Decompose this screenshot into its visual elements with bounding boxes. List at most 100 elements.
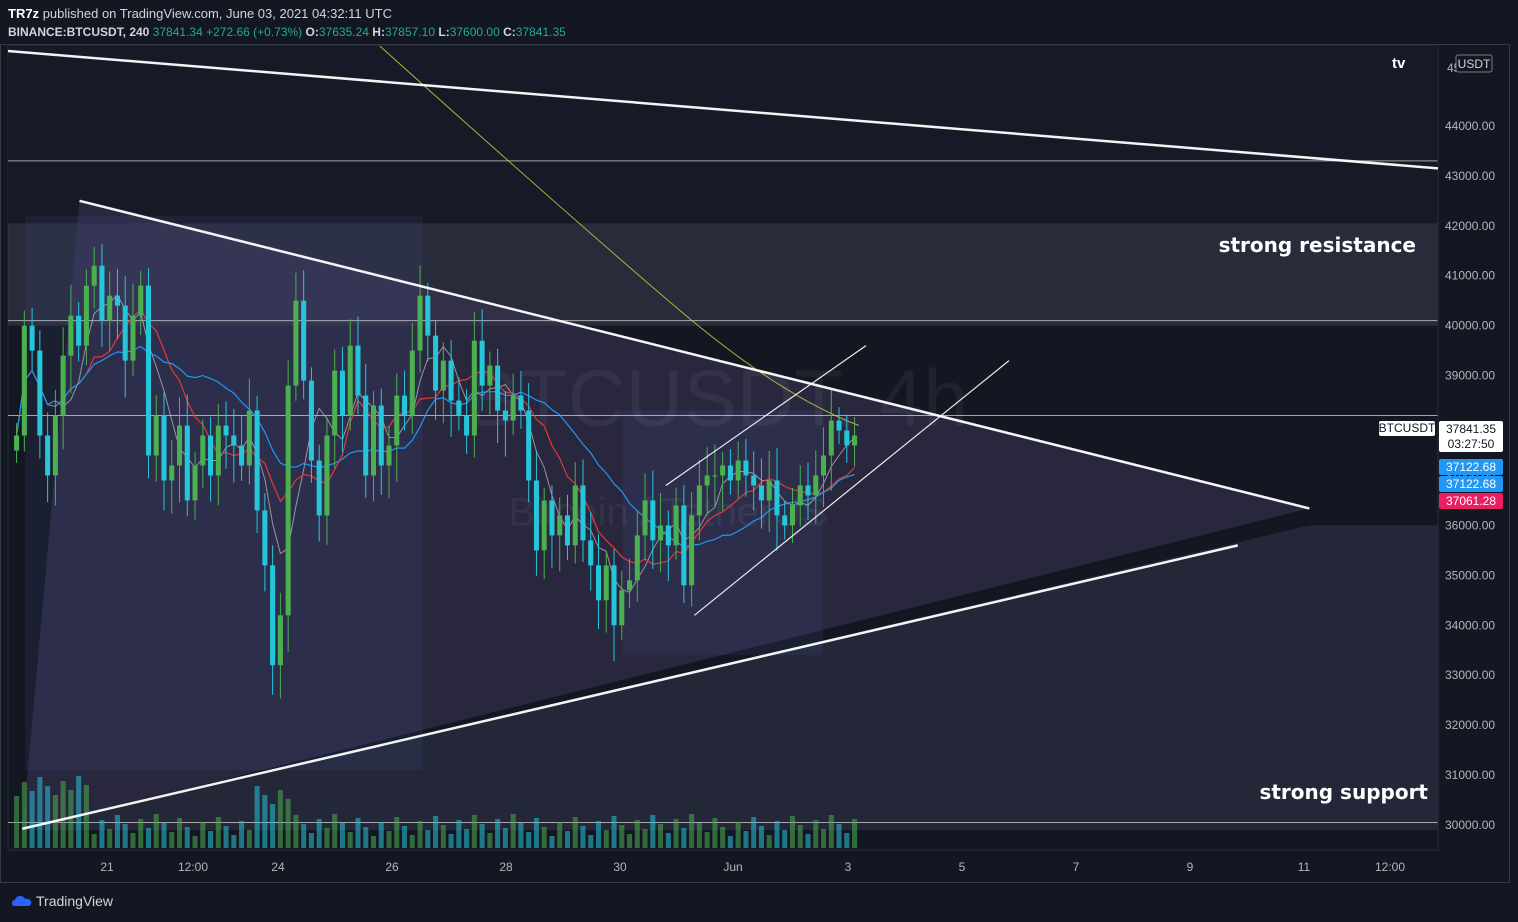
volume-bar (619, 825, 625, 848)
candle-body (588, 540, 594, 566)
candle-body (83, 285, 89, 346)
volume-bar (797, 825, 803, 848)
volume-bar (176, 818, 183, 848)
candle (425, 282, 431, 362)
channel-lower-line[interactable] (694, 360, 1010, 616)
volume-bar (161, 823, 167, 848)
candle-body (797, 485, 803, 506)
upper-trendline[interactable] (7, 49, 1439, 170)
price-tick-label: 35000.00 (1445, 568, 1495, 582)
chart-frame (0, 44, 1510, 883)
candle-body (712, 475, 718, 477)
volume-bar (805, 834, 811, 848)
volume-bar (852, 819, 858, 848)
candle (347, 319, 353, 431)
candle (495, 348, 501, 444)
candle (308, 367, 314, 483)
candle (262, 493, 268, 592)
volume-bar (99, 820, 105, 848)
candle (138, 270, 144, 335)
candle-body (37, 350, 43, 436)
candle-body (355, 345, 361, 396)
bar-countdown: 03:27:50 (1448, 437, 1495, 451)
candle (14, 423, 20, 463)
volume-bar (689, 814, 695, 848)
time-axis[interactable]: 21 12:00 24 26 28 30 Jun 3 5 7 9 11 12:00 (100, 860, 1405, 874)
candle-body (541, 500, 547, 551)
candle-body (145, 285, 152, 456)
candle-body (727, 465, 733, 481)
candle (696, 459, 702, 541)
volume-bar (588, 835, 594, 848)
support-trendline[interactable] (22, 544, 1239, 830)
candle-body (813, 475, 819, 496)
candle-body (518, 395, 524, 411)
candle (285, 360, 291, 652)
candle-body (611, 565, 617, 626)
volume-bar (658, 824, 664, 848)
channel-upper-line[interactable] (665, 345, 867, 486)
candle (208, 416, 214, 502)
volume-bar (208, 831, 214, 848)
publisher-name[interactable]: TR7z (8, 6, 40, 21)
time-tick-label: 9 (1187, 860, 1194, 874)
tv-logo-mark: tv (1392, 55, 1406, 72)
time-tick-label: 30 (613, 860, 627, 874)
volume-bar (363, 827, 369, 848)
volume-bar (681, 828, 687, 848)
time-tick-label: 7 (1073, 860, 1080, 874)
candle (215, 404, 221, 506)
volume-bar (332, 814, 338, 848)
price-tick-label: 36000.00 (1445, 518, 1495, 532)
time-tick-label: 12:00 (178, 860, 208, 874)
high-label: H: (372, 25, 385, 39)
candle (464, 389, 470, 454)
volume-bar (782, 830, 788, 848)
volume-bar (735, 822, 741, 848)
candle-body (122, 305, 128, 361)
candle-body (852, 435, 858, 446)
candle-body (161, 415, 167, 481)
volume-bar (611, 816, 617, 848)
volume-bar (448, 834, 454, 848)
time-tick-label: 28 (499, 860, 513, 874)
volume-bar (29, 791, 35, 848)
candle-body (76, 315, 82, 346)
candle (627, 558, 633, 609)
symbol-name[interactable]: BINANCE:BTCUSDT, 240 (8, 25, 150, 39)
volume-bar (557, 822, 563, 848)
range-box (622, 410, 824, 656)
candle-body (215, 425, 221, 476)
candle-body (650, 500, 656, 541)
candle-body (642, 500, 648, 536)
candle (339, 346, 345, 453)
candle (595, 534, 602, 630)
resistance-trendline[interactable] (79, 199, 1310, 510)
candle-body (386, 445, 392, 466)
volume-bar (130, 833, 136, 848)
candle-body (774, 480, 780, 516)
ma-price-tag-value: 37061.28 (1446, 494, 1496, 508)
candle-body (402, 395, 408, 416)
low-value: 37600.00 (449, 25, 500, 39)
candle-body (549, 500, 555, 536)
volume-bar (836, 824, 842, 848)
candle (797, 465, 803, 527)
price-tick-label: 34000.00 (1445, 618, 1495, 632)
candle (433, 320, 439, 420)
volume-bar (192, 836, 198, 848)
candle (727, 449, 733, 495)
candle (852, 416, 858, 467)
close-value: 37841.35 (515, 25, 566, 39)
volume-bar (301, 824, 307, 848)
tradingview-brand[interactable]: TradingView (12, 893, 113, 909)
candle (603, 551, 609, 633)
candle (107, 271, 113, 351)
candle-body (130, 315, 136, 361)
candle-body (743, 460, 749, 476)
candle (471, 311, 477, 458)
candle (355, 316, 361, 415)
currency-button[interactable]: USDT (1455, 54, 1493, 73)
